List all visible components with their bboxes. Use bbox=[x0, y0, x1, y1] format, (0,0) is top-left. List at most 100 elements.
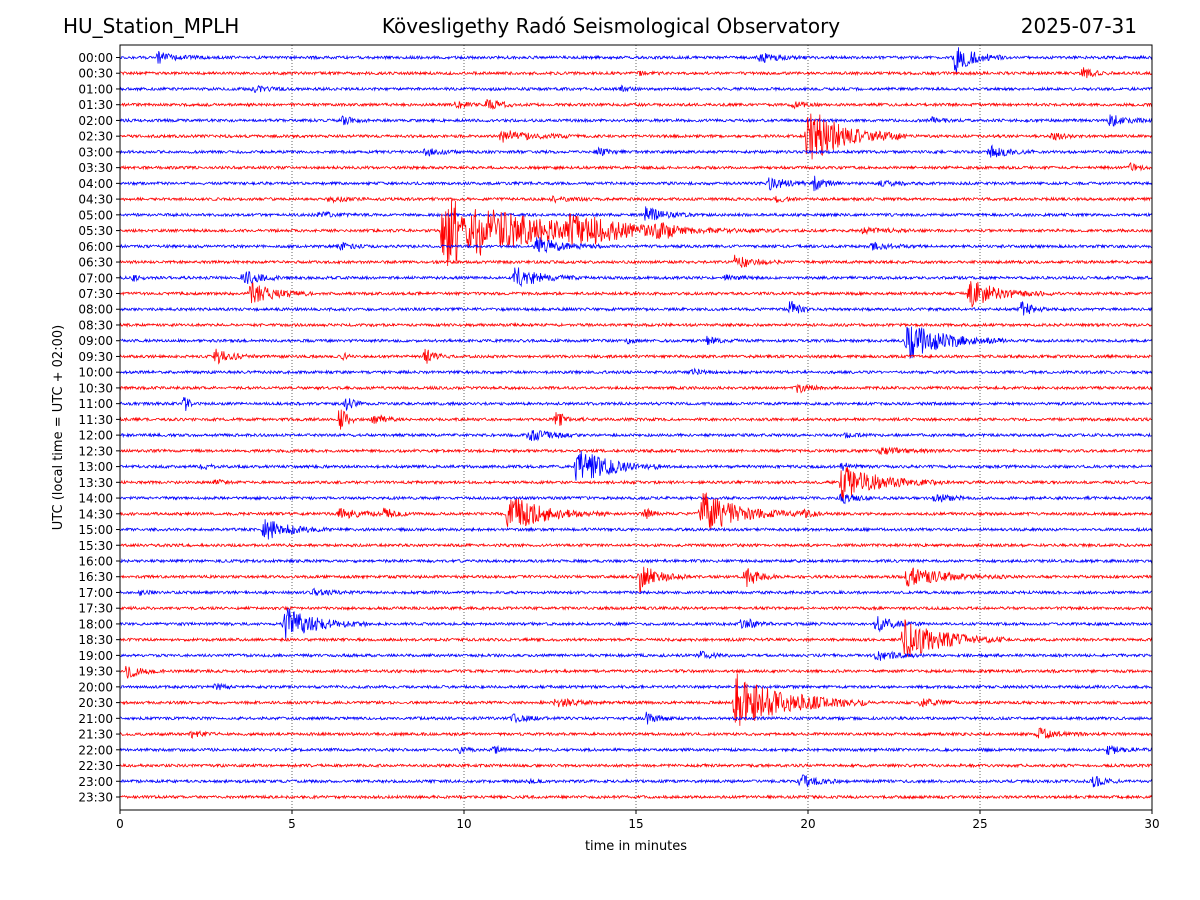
trace-00:00 bbox=[120, 47, 1152, 73]
trace-06:00 bbox=[120, 237, 1152, 254]
trace-09:00 bbox=[120, 326, 1152, 360]
trace-03:00 bbox=[120, 144, 1152, 158]
trace-10:00 bbox=[120, 367, 1152, 376]
y-tick-label-04:00: 04:00 bbox=[78, 177, 113, 191]
y-tick-label-16:00: 16:00 bbox=[78, 554, 113, 568]
y-tick-label-17:00: 17:00 bbox=[78, 586, 113, 600]
trace-19:00 bbox=[120, 650, 1152, 661]
trace-06:30 bbox=[120, 254, 1152, 268]
trace-23:30 bbox=[120, 794, 1152, 800]
trace-02:30 bbox=[120, 113, 1152, 160]
trace-01:00 bbox=[120, 84, 1152, 93]
trace-08:00 bbox=[120, 300, 1152, 316]
trace-07:00 bbox=[120, 267, 1152, 288]
trace-05:30 bbox=[120, 200, 1152, 267]
y-tick-label-10:00: 10:00 bbox=[78, 366, 113, 380]
trace-11:30 bbox=[120, 409, 1152, 430]
x-tick-label-30: 30 bbox=[1144, 817, 1159, 831]
y-tick-label-14:00: 14:00 bbox=[78, 492, 113, 506]
y-tick-label-14:30: 14:30 bbox=[78, 507, 113, 521]
y-tick-label-11:30: 11:30 bbox=[78, 413, 113, 427]
y-tick-label-22:30: 22:30 bbox=[78, 759, 113, 773]
y-tick-label-12:30: 12:30 bbox=[78, 444, 113, 458]
trace-13:30 bbox=[120, 467, 1152, 501]
y-tick-label-04:30: 04:30 bbox=[78, 193, 113, 207]
trace-16:00 bbox=[120, 558, 1152, 564]
y-tick-label-21:00: 21:00 bbox=[78, 712, 113, 726]
y-tick-label-17:30: 17:30 bbox=[78, 602, 113, 616]
y-tick-label-12:00: 12:00 bbox=[78, 429, 113, 443]
trace-01:30 bbox=[120, 98, 1152, 110]
trace-05:00 bbox=[120, 206, 1152, 221]
y-tick-label-18:00: 18:00 bbox=[78, 617, 113, 631]
y-tick-label-20:00: 20:00 bbox=[78, 680, 113, 694]
y-axis-label: UTC (local time = UTC + 02:00) bbox=[51, 325, 66, 530]
x-tick-label-0: 0 bbox=[116, 817, 124, 831]
y-tick-label-21:30: 21:30 bbox=[78, 728, 113, 742]
trace-04:00 bbox=[120, 175, 1152, 192]
y-tick-label-18:30: 18:30 bbox=[78, 633, 113, 647]
station-name: HU_Station_MPLH bbox=[63, 14, 240, 38]
y-tick-label-02:30: 02:30 bbox=[78, 130, 113, 144]
chart-title: Kövesligethy Radó Seismological Observat… bbox=[381, 14, 841, 38]
trace-15:00 bbox=[120, 519, 1152, 540]
x-tick-label-10: 10 bbox=[456, 817, 471, 831]
y-tick-label-15:00: 15:00 bbox=[78, 523, 113, 537]
trace-22:30 bbox=[120, 762, 1152, 769]
trace-10:30 bbox=[120, 383, 1152, 394]
y-tick-label-23:30: 23:30 bbox=[78, 791, 113, 805]
x-tick-label-5: 5 bbox=[288, 817, 296, 831]
y-tick-label-05:30: 05:30 bbox=[78, 224, 113, 238]
trace-17:00 bbox=[120, 587, 1152, 597]
trace-18:00 bbox=[120, 608, 1152, 640]
y-tick-label-08:30: 08:30 bbox=[78, 318, 113, 332]
y-tick-label-06:00: 06:00 bbox=[78, 240, 113, 254]
y-tick-label-15:30: 15:30 bbox=[78, 539, 113, 553]
x-tick-label-20: 20 bbox=[800, 817, 815, 831]
y-tick-label-13:30: 13:30 bbox=[78, 476, 113, 490]
y-tick-label-09:00: 09:00 bbox=[78, 334, 113, 348]
trace-04:30 bbox=[120, 195, 1152, 204]
trace-23:00 bbox=[120, 774, 1152, 788]
y-tick-label-08:00: 08:00 bbox=[78, 303, 113, 317]
trace-19:30 bbox=[120, 665, 1152, 679]
trace-18:30 bbox=[120, 619, 1152, 657]
y-tick-label-23:00: 23:00 bbox=[78, 775, 113, 789]
y-tick-label-00:30: 00:30 bbox=[78, 67, 113, 81]
x-axis-ticks: 0 5 10 15 20 25 30 bbox=[116, 810, 1160, 831]
x-tick-label-15: 15 bbox=[628, 817, 643, 831]
trace-09:30 bbox=[120, 348, 1152, 365]
y-tick-label-01:00: 01:00 bbox=[78, 82, 113, 96]
x-axis-label: time in minutes bbox=[585, 839, 687, 854]
trace-14:00 bbox=[120, 493, 1152, 505]
y-tick-label-22:00: 22:00 bbox=[78, 743, 113, 757]
trace-17:30 bbox=[120, 605, 1152, 612]
x-tick-label-25: 25 bbox=[972, 817, 987, 831]
trace-08:30 bbox=[120, 322, 1152, 328]
y-tick-label-13:00: 13:00 bbox=[78, 460, 113, 474]
y-tick-label-03:30: 03:30 bbox=[78, 161, 113, 175]
trace-12:00 bbox=[120, 430, 1152, 442]
y-tick-label-07:00: 07:00 bbox=[78, 271, 113, 285]
trace-21:30 bbox=[120, 727, 1152, 739]
seismogram-traces bbox=[120, 47, 1152, 800]
y-tick-label-02:00: 02:00 bbox=[78, 114, 113, 128]
y-tick-label-10:30: 10:30 bbox=[78, 381, 113, 395]
trace-11:00 bbox=[120, 397, 1152, 412]
trace-20:00 bbox=[120, 682, 1152, 691]
trace-22:00 bbox=[120, 744, 1152, 755]
trace-21:00 bbox=[120, 711, 1152, 725]
y-tick-label-16:30: 16:30 bbox=[78, 570, 113, 584]
y-tick-label-06:30: 06:30 bbox=[78, 256, 113, 270]
trace-03:30 bbox=[120, 161, 1152, 172]
y-tick-label-05:00: 05:00 bbox=[78, 208, 113, 222]
trace-02:00 bbox=[120, 114, 1152, 127]
y-tick-label-03:00: 03:00 bbox=[78, 145, 113, 159]
trace-16:30 bbox=[120, 566, 1152, 593]
y-tick-label-00:00: 00:00 bbox=[78, 51, 113, 65]
y-tick-label-19:30: 19:30 bbox=[78, 665, 113, 679]
grid-lines bbox=[119, 45, 1153, 810]
trace-00:30 bbox=[120, 67, 1152, 79]
